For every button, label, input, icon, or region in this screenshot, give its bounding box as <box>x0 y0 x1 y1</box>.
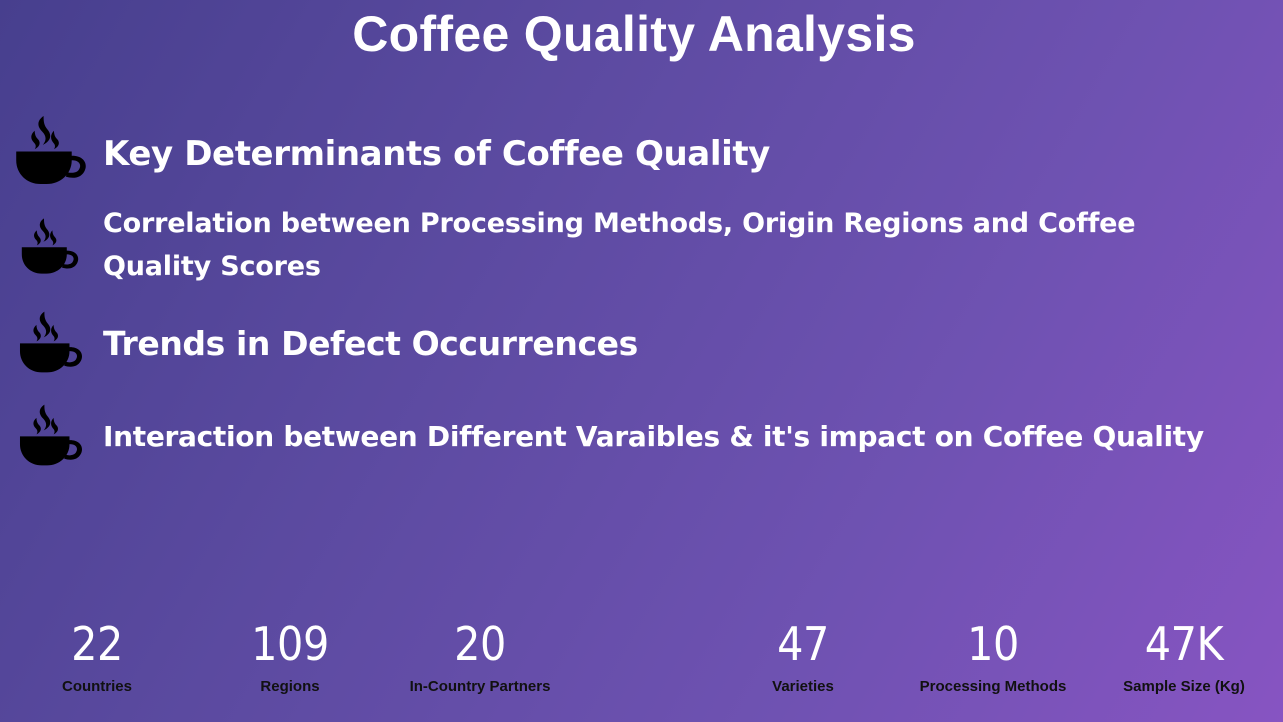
stat-card-varieties: 47 Varieties <box>693 612 913 697</box>
topic-text: Interaction between Different Varaibles … <box>103 420 1204 453</box>
stat-card-countries: 22 Countries <box>0 612 207 697</box>
coffee-cup-icon <box>18 402 84 468</box>
stat-value: 47K <box>1144 617 1224 671</box>
page-title: Coffee Quality Analysis <box>352 6 916 62</box>
stat-label: In-Country Partners <box>409 678 551 695</box>
stat-value: 20 <box>454 617 506 671</box>
topic-text: Trends in Defect Occurrences <box>103 324 638 363</box>
stat-card-sample-size: 47K Sample Size (Kg) <box>1074 612 1283 697</box>
topic-text: Key Determinants of Coffee Quality <box>103 134 770 174</box>
coffee-cup-icon <box>20 216 80 276</box>
stat-value: 109 <box>251 617 329 671</box>
stat-card-processing-methods: 10 Processing Methods <box>883 612 1103 697</box>
stat-label: Processing Methods <box>919 678 1067 695</box>
stat-label: Regions <box>260 678 320 695</box>
stat-card-regions: 109 Regions <box>180 612 400 697</box>
coffee-cup-icon <box>18 308 84 376</box>
stat-card-partners: 20 In-Country Partners <box>370 612 590 697</box>
coffee-cup-icon <box>14 112 88 188</box>
stat-value: 47 <box>777 617 829 671</box>
stat-value: 10 <box>967 617 1019 671</box>
stat-value: 22 <box>71 617 123 671</box>
stat-label: Sample Size (Kg) <box>1123 678 1245 695</box>
stat-label: Varieties <box>772 678 834 695</box>
topic-text: Correlation between Processing Methods, … <box>103 208 1136 282</box>
stat-label: Countries <box>61 678 132 695</box>
